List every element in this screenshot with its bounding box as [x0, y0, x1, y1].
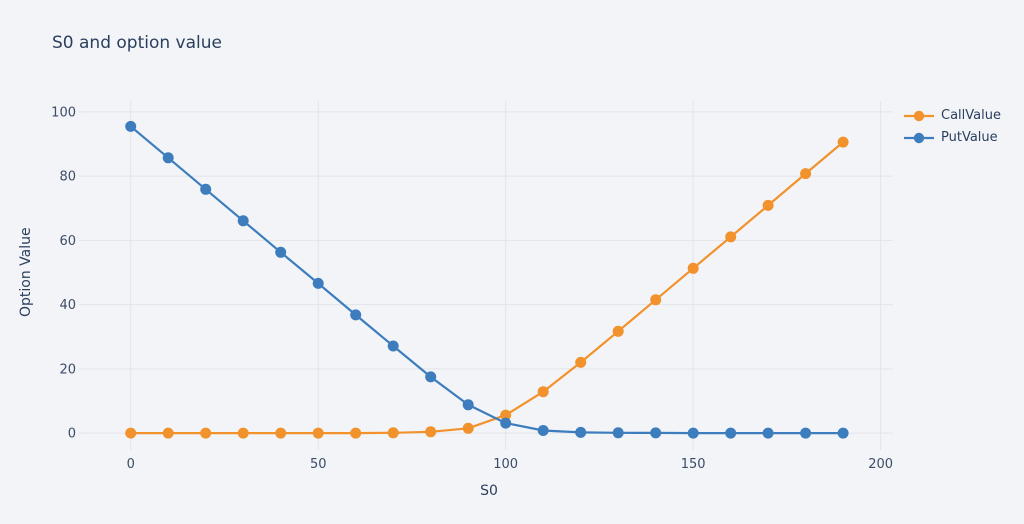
y-tick-label: 60 [59, 234, 76, 249]
callvalue-marker [762, 199, 774, 211]
legend-label-putvalue: PutValue [941, 130, 998, 145]
callvalue-marker [387, 427, 399, 439]
putvalue-legend-sample-icon [904, 132, 934, 143]
callvalue-marker [800, 168, 812, 180]
callvalue-marker [537, 386, 549, 398]
callvalue-marker [162, 427, 174, 439]
putvalue-marker [500, 417, 512, 429]
chart-title: S0 and option value [52, 33, 222, 53]
callvalue-marker [462, 422, 474, 434]
x-tick-label: 100 [493, 457, 518, 472]
putvalue-marker [387, 340, 399, 352]
legend-item-callvalue[interactable]: CallValue [903, 107, 1001, 124]
putvalue-marker [162, 152, 174, 164]
callvalue-marker [650, 294, 662, 306]
callvalue-marker [725, 231, 737, 243]
putvalue-marker [650, 427, 662, 439]
putvalue-line [129, 125, 845, 435]
y-tick-label: 20 [59, 362, 76, 377]
y-tick-label: 100 [51, 105, 76, 120]
legend-item-putvalue[interactable]: PutValue [903, 129, 1001, 146]
putvalue-marker [687, 427, 699, 439]
callvalue-marker [237, 427, 249, 439]
callvalue-legend-sample-icon [904, 110, 934, 121]
callvalue-marker [500, 409, 512, 421]
y-tick-label: 80 [59, 170, 76, 185]
putvalue-marker [350, 309, 362, 321]
y-tick-label: 0 [68, 427, 76, 442]
x-tick-label: 150 [681, 457, 706, 472]
putvalue-marker [725, 427, 737, 439]
putvalue-marker [800, 427, 812, 439]
x-tick-label: 50 [310, 457, 327, 472]
callvalue-marker [575, 356, 587, 368]
putvalue-marker [425, 371, 437, 383]
putvalue-marker [612, 427, 624, 439]
callvalue-line [129, 141, 845, 435]
callvalue-marker [275, 427, 287, 439]
y-axis-title: Option Value [18, 227, 34, 318]
putvalue-marker [762, 427, 774, 439]
putvalue-marker [575, 426, 587, 438]
callvalue-marker [125, 427, 137, 439]
putvalue-marker [125, 120, 137, 132]
callvalue-marker [612, 325, 624, 337]
callvalue-marker [425, 426, 437, 438]
legend-label-callvalue: CallValue [941, 108, 1001, 123]
putvalue-marker [237, 215, 249, 227]
x-tick-label: 200 [868, 457, 893, 472]
putvalue-marker [200, 183, 212, 195]
callvalue-marker [200, 427, 212, 439]
putvalue-marker [537, 425, 549, 436]
putvalue-marker [462, 399, 474, 411]
putvalue-marker [275, 246, 287, 258]
callvalue-marker [687, 262, 699, 274]
putvalue-marker [837, 427, 849, 439]
putvalue-marker [312, 277, 324, 289]
x-tick-label: 0 [127, 457, 135, 472]
callvalue-marker [837, 136, 849, 148]
y-tick-label: 40 [59, 298, 76, 313]
callvalue-marker [312, 427, 324, 439]
legend: CallValue PutValue [903, 107, 1001, 146]
x-axis-title: S0 [480, 483, 498, 499]
callvalue-marker [350, 427, 362, 439]
